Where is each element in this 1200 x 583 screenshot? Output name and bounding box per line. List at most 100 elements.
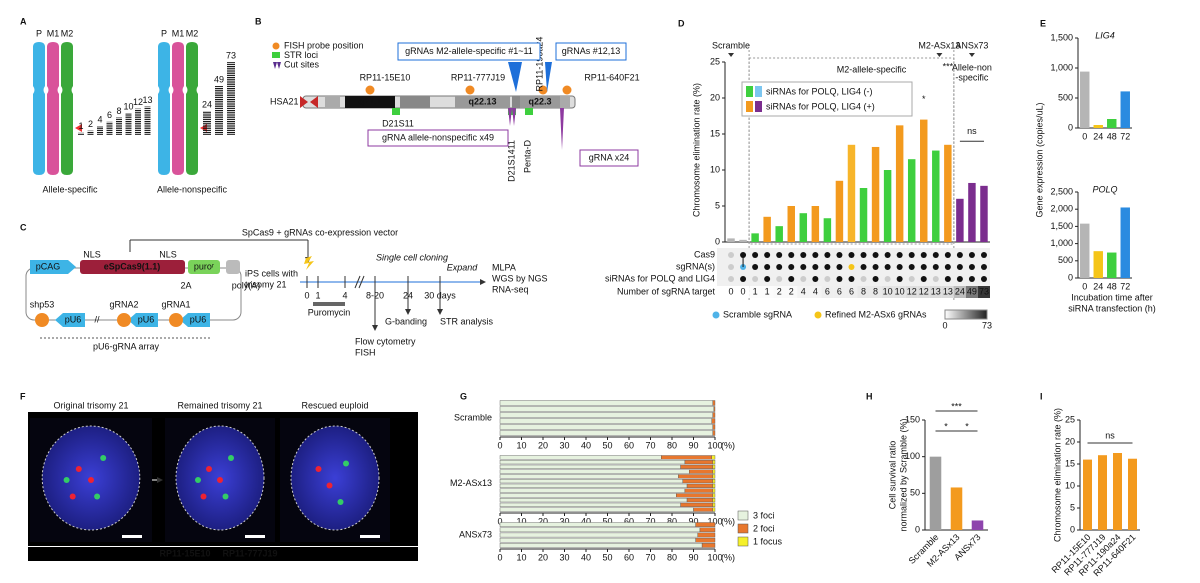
segment — [499, 430, 714, 436]
x-tick-label: 20 — [538, 552, 548, 562]
pu6 — [55, 313, 85, 327]
chart-title: LIG4 — [1095, 30, 1115, 40]
count-label: 13 — [142, 95, 152, 105]
segment — [499, 483, 688, 488]
fish-signal — [200, 493, 207, 500]
target-cell — [773, 286, 786, 298]
grna-label: gRNAs #12,13 — [562, 46, 621, 56]
chromosome-label: P — [161, 28, 167, 38]
bar — [751, 233, 759, 242]
bar — [1107, 119, 1117, 128]
matrix-dot — [800, 252, 807, 258]
probe-label: RP11-15E10 — [159, 548, 210, 558]
x-tick-label: 0 — [497, 552, 502, 562]
target-cell — [797, 286, 810, 298]
caption: Allele-nonspecific — [157, 184, 228, 194]
legend-dot — [272, 42, 280, 50]
x-tick-label: 80 — [667, 440, 677, 450]
cut-sites — [508, 108, 564, 150]
header-label: Scramble — [712, 40, 750, 50]
element-label: puroʳ — [194, 261, 214, 271]
target-cell — [965, 286, 978, 298]
y-label: Chromosome elimination rate (%) — [691, 83, 701, 217]
x-tick-label: 30 — [559, 516, 569, 526]
matrix-dot — [860, 276, 867, 282]
matrix-dot — [824, 264, 831, 270]
timeline-label: 0 — [304, 290, 309, 300]
matrix-dot — [968, 276, 975, 282]
count-label: 10 — [123, 101, 133, 111]
significance: *** — [943, 61, 954, 71]
x-tick-label: 24 — [1093, 131, 1103, 141]
segment — [686, 498, 714, 503]
matrix-dot — [788, 252, 795, 258]
y-tick-label: 1,500 — [1050, 221, 1073, 231]
matrix-dot — [980, 264, 987, 270]
y-tick-label: 1,500 — [1050, 32, 1073, 42]
segment — [499, 527, 701, 533]
bar — [1120, 91, 1130, 128]
legend-frame — [741, 81, 913, 117]
segment — [499, 502, 681, 507]
segment — [499, 406, 715, 412]
bar — [1093, 125, 1103, 128]
band-label: q21.1 — [358, 96, 381, 106]
matrix-dot — [824, 276, 831, 282]
assay-label: FISH — [355, 347, 376, 357]
unit-label: (%) — [721, 440, 735, 450]
bar — [847, 144, 856, 242]
y-tick-label: 2,000 — [1050, 204, 1073, 214]
fish-signal — [326, 482, 333, 489]
segment — [682, 479, 714, 484]
y-tick-label: 1,000 — [1050, 238, 1073, 248]
x-tick-label: 48 — [1107, 281, 1117, 291]
legend-swatch — [755, 86, 762, 97]
panel-label: E — [1040, 18, 1046, 28]
matrix-dot — [872, 252, 879, 258]
fish-probe — [465, 85, 475, 95]
fish-signal — [222, 493, 229, 500]
bar — [956, 198, 964, 242]
legend-label: 2 foci — [753, 523, 775, 533]
x-tick-label: 13 — [931, 286, 941, 296]
y-tick-label: 2,500 — [1050, 186, 1073, 196]
chromosome-label: M2 — [61, 28, 74, 38]
str-locus — [525, 108, 533, 115]
bar — [944, 144, 952, 242]
segment — [711, 418, 716, 424]
chromosome-name: HSA21 — [270, 96, 299, 106]
target-stack — [78, 132, 84, 135]
bar — [1128, 458, 1137, 530]
segment — [499, 537, 696, 543]
segment — [499, 474, 679, 479]
x-tick-label: 12 — [919, 286, 929, 296]
grna-box — [579, 149, 639, 167]
fish-signal — [228, 455, 234, 461]
matrix-dot — [740, 276, 747, 282]
panel-label: F — [20, 391, 26, 401]
element-label: pU6 — [138, 314, 155, 324]
fish-signal — [315, 466, 322, 472]
segment — [712, 488, 716, 493]
fish-signal — [195, 477, 201, 483]
x-tick-label: 0 — [1082, 281, 1087, 291]
fish-signal — [75, 466, 82, 472]
y-label: Chromosome elimination rate (%) — [1052, 408, 1062, 542]
segment — [680, 464, 714, 469]
y-tick-label: 1,000 — [1050, 62, 1073, 72]
x-tick-label: 90 — [688, 552, 698, 562]
element-label: shp53 — [30, 299, 55, 309]
count-label: 8 — [116, 106, 121, 116]
segment — [499, 522, 696, 527]
segment — [712, 483, 716, 488]
segment — [499, 455, 662, 460]
target-cell — [917, 286, 930, 298]
pcag — [30, 260, 76, 274]
y-tick-label: 15 — [1065, 458, 1075, 468]
target-cell — [845, 286, 858, 298]
band — [345, 96, 395, 108]
header-marker — [936, 53, 943, 57]
element-label: pU6 — [190, 314, 207, 324]
matrix-dot — [920, 252, 927, 258]
